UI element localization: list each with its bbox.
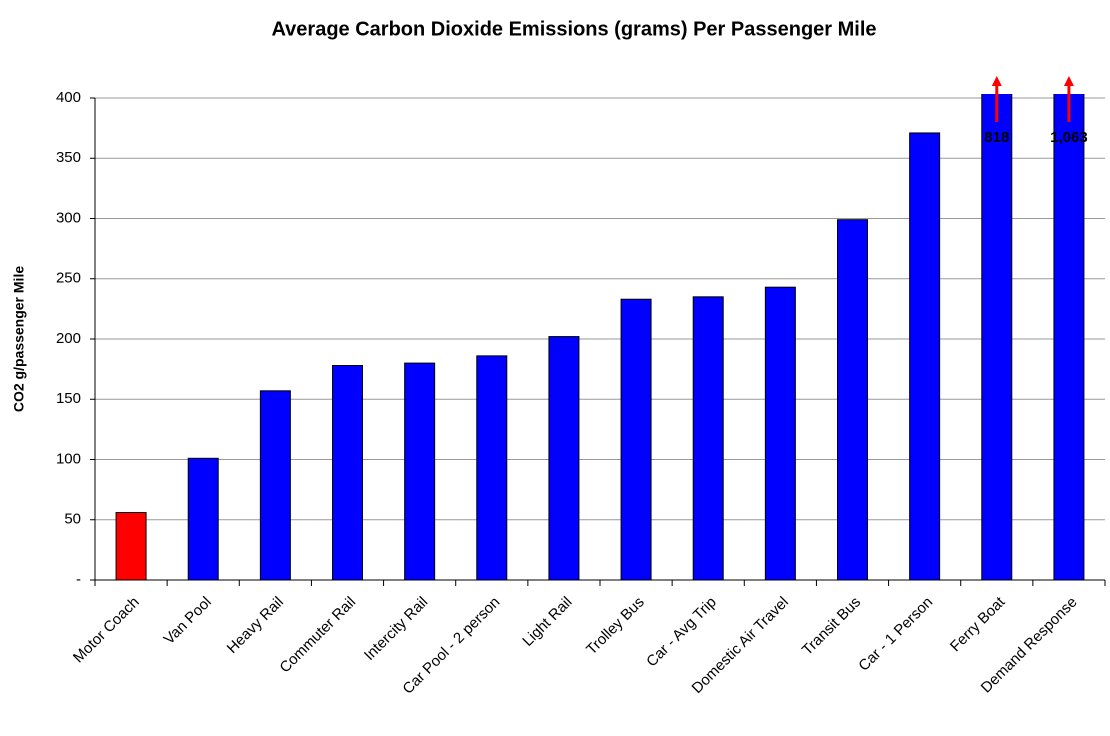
overflow-arrow-head <box>991 76 1002 86</box>
y-tick-label: 100 <box>56 450 81 467</box>
x-tick-label: Commuter Rail <box>276 594 359 677</box>
y-tick-label: 50 <box>64 511 81 528</box>
bar <box>548 336 580 581</box>
bar <box>476 355 508 581</box>
x-tick-label: Ferry Boat <box>947 593 1009 655</box>
y-tick-label: 300 <box>56 209 81 226</box>
y-tick-label: 250 <box>56 270 81 287</box>
y-axis-label: CO2 g/passenger Mile <box>11 266 27 412</box>
x-tick-label: Trolley Bus <box>583 594 648 659</box>
chart-title: Average Carbon Dioxide Emissions (grams)… <box>271 18 876 40</box>
value-label: 1,063 <box>1050 129 1088 146</box>
x-tick-label: Car - 1 Person <box>855 594 936 675</box>
x-tick-label: Transit Bus <box>799 594 864 659</box>
y-tick-label: 200 <box>56 330 81 347</box>
bar <box>837 219 868 581</box>
y-tick-label: - <box>76 571 81 588</box>
x-tick-label: Light Rail <box>519 594 575 650</box>
x-tick-label: Motor Coach <box>70 594 143 667</box>
y-tick-label: 350 <box>56 149 81 166</box>
bar <box>404 362 436 581</box>
x-tick-label: Intercity Rail <box>361 594 431 664</box>
x-tick-label: Heavy Rail <box>224 594 287 657</box>
y-tick-label: 400 <box>56 89 81 106</box>
bar <box>764 286 796 581</box>
bar <box>909 132 941 581</box>
x-tick-label: Car - Avg Trip <box>643 594 720 671</box>
y-tick-label: 150 <box>56 390 81 407</box>
bars <box>115 94 1085 581</box>
overflow-arrow-head <box>1063 76 1074 86</box>
x-tick-label: Van Pool <box>161 594 215 648</box>
bar <box>332 365 363 581</box>
bar <box>187 457 219 581</box>
bar <box>115 512 147 581</box>
bar <box>620 298 652 581</box>
value-label: 818 <box>984 129 1009 146</box>
bar <box>692 296 724 581</box>
bar <box>259 390 291 581</box>
